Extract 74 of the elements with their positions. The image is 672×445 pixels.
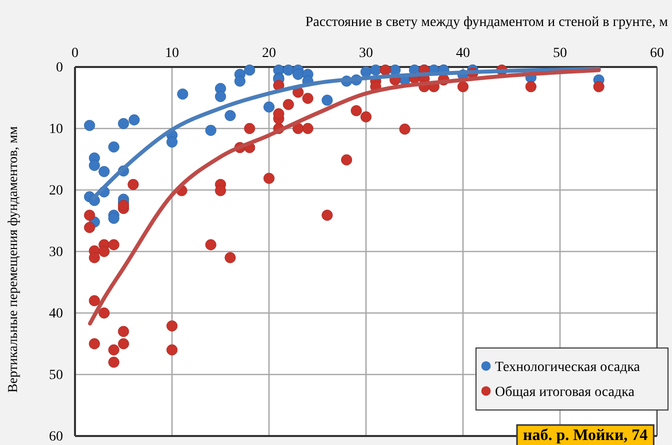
y-tick-label: 40 xyxy=(49,306,63,322)
point xyxy=(98,307,110,319)
point xyxy=(322,210,333,221)
point xyxy=(84,222,96,234)
point xyxy=(292,68,304,80)
x-tick-label: 60 xyxy=(650,46,664,61)
point xyxy=(214,185,226,196)
x-tick-label: 50 xyxy=(553,46,567,61)
point xyxy=(292,86,304,98)
point xyxy=(88,160,100,171)
point xyxy=(244,64,256,76)
point xyxy=(214,90,226,102)
point xyxy=(380,64,391,76)
point xyxy=(128,178,139,190)
x-tick-label: 0 xyxy=(72,46,78,61)
point xyxy=(370,64,382,76)
point xyxy=(108,356,120,368)
point xyxy=(88,338,100,350)
point xyxy=(224,110,236,122)
point xyxy=(108,239,120,250)
point xyxy=(84,120,96,131)
x-tick-label: 40 xyxy=(456,46,470,61)
point xyxy=(341,154,352,166)
point xyxy=(593,81,604,92)
point xyxy=(118,118,130,130)
point xyxy=(166,136,178,148)
legend-label: Общая итоговая осадка xyxy=(495,385,636,400)
point xyxy=(166,320,178,332)
x-tick-label: 30 xyxy=(359,46,373,61)
point xyxy=(282,98,294,110)
point xyxy=(108,344,120,356)
point xyxy=(399,124,410,135)
y-tick-label: 60 xyxy=(49,429,63,444)
point xyxy=(166,344,178,356)
y-tick-label: 30 xyxy=(49,244,63,260)
point xyxy=(302,92,314,104)
point xyxy=(118,200,130,211)
point xyxy=(273,108,284,120)
legend-label: Технологическая осадка xyxy=(495,360,641,375)
point xyxy=(98,166,110,178)
x-tick-label: 20 xyxy=(262,46,276,61)
y-tick-label: 20 xyxy=(49,183,63,198)
point xyxy=(360,111,372,122)
y-axis-title: Вертикальные перемещения фундаментов, мм xyxy=(5,126,20,393)
point xyxy=(263,172,275,184)
y-tick-label: 0 xyxy=(56,60,63,76)
point xyxy=(224,252,236,264)
point xyxy=(118,326,130,337)
point xyxy=(322,94,333,106)
point xyxy=(108,212,120,224)
point xyxy=(457,81,469,92)
y-tick-label: 50 xyxy=(49,368,63,383)
point xyxy=(302,122,314,134)
point xyxy=(525,81,536,92)
point xyxy=(350,105,362,116)
point xyxy=(177,88,188,100)
point xyxy=(108,141,120,152)
point xyxy=(234,76,246,87)
point xyxy=(244,122,256,134)
annotation: наб. р. Мойки, 74 xyxy=(523,427,648,444)
point xyxy=(84,210,96,221)
point xyxy=(282,64,294,76)
y-tick-label: 10 xyxy=(49,122,63,137)
x-tick-label: 10 xyxy=(165,46,179,61)
point xyxy=(128,114,140,126)
point xyxy=(263,101,275,113)
point xyxy=(205,124,216,136)
point xyxy=(88,252,100,264)
point xyxy=(118,338,130,350)
point xyxy=(205,239,216,250)
x-axis-title: Расстояние в свету между фундаментом и стеной в грунте, м xyxy=(305,15,668,30)
point xyxy=(88,295,100,306)
point xyxy=(98,246,110,258)
line-series xyxy=(88,68,601,326)
